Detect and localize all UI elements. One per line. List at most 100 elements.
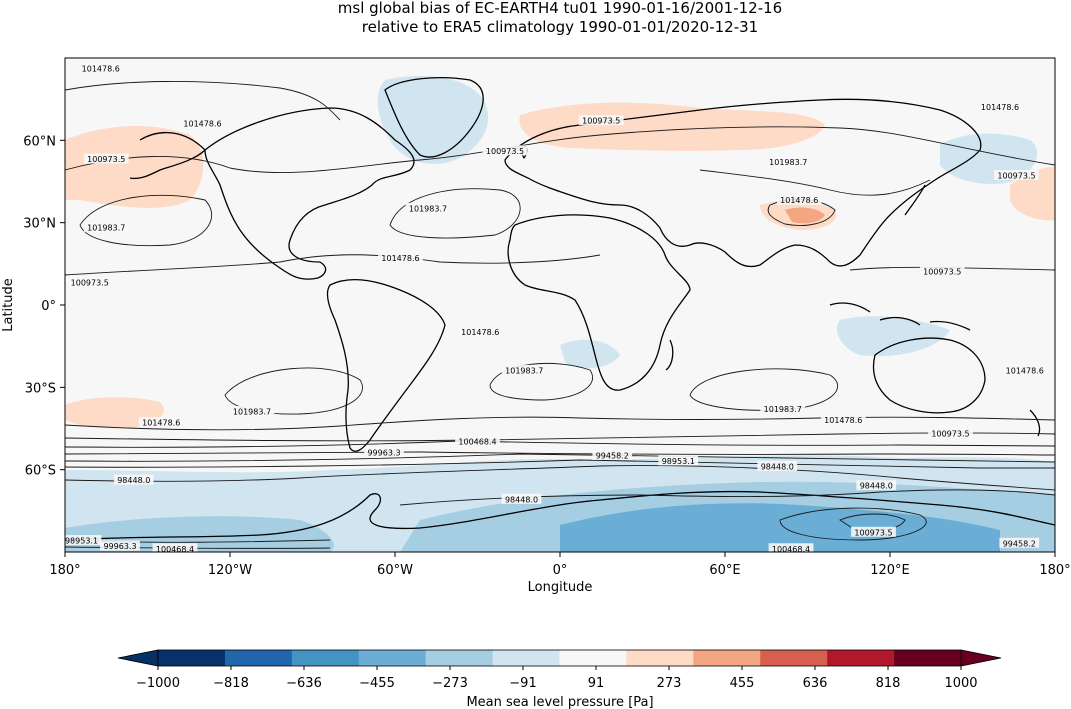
colorbar-tick-label: −1000 xyxy=(136,676,180,691)
bias-region-greenland xyxy=(377,75,489,164)
contour-label-bg xyxy=(65,535,102,546)
contour-label: 100973.5 xyxy=(931,429,969,438)
title-line-1: msl global bias of EC-EARTH4 tu01 1990-0… xyxy=(338,0,782,17)
coast-africa xyxy=(507,214,691,391)
contour-101983-north-atlantic xyxy=(389,188,521,239)
contour-label: 100468.4 xyxy=(772,545,810,554)
contour-label-bg xyxy=(455,436,500,447)
contour-label: 98448.0 xyxy=(860,482,893,491)
colorbar-segment xyxy=(291,650,360,666)
contour-label-bg xyxy=(999,537,1040,548)
contour-label: 98953.1 xyxy=(662,457,695,466)
contour-label: 101478.6 xyxy=(1006,366,1044,375)
bias-region-tibet-core xyxy=(785,207,825,224)
contour-101478-north-hemisphere xyxy=(65,254,601,276)
contour-label: 101478.6 xyxy=(142,419,180,428)
colorbar-segment xyxy=(425,650,494,666)
coast-madagascar xyxy=(665,339,674,371)
colorbar-tick-label: 273 xyxy=(657,676,682,691)
contour-label: 100973.5 xyxy=(87,155,125,164)
contour-label-bg xyxy=(1002,364,1048,375)
contour-101983-north-pacific xyxy=(79,194,213,247)
contour-label-bg xyxy=(994,170,1039,181)
colorbar-segment xyxy=(559,650,627,666)
colorbar-extend-max xyxy=(960,649,1002,667)
contour-label: 98448.0 xyxy=(117,476,150,485)
y-tick-label: 60°S xyxy=(25,464,56,479)
contour-label-bg xyxy=(78,62,124,73)
x-tick-label: 180° xyxy=(1039,563,1070,578)
y-axis-ticks: 60°N 30°N 0° 30°S 60°S xyxy=(23,134,65,479)
contour-label-bg xyxy=(757,460,798,471)
contour-label: 100973.5 xyxy=(582,117,620,126)
bias-region-north-pacific-west xyxy=(65,125,204,208)
contour-labels: 101478.6 101478.6 100973.5 100973.5 100973.5… xyxy=(65,62,1048,554)
contour-label-bg xyxy=(482,145,528,156)
coast-greenland xyxy=(384,77,484,158)
contour-antarctic-lower-2 xyxy=(65,546,331,549)
contour-label: 101478.6 xyxy=(183,119,221,128)
contour-label-bg xyxy=(776,194,822,205)
contour-label: 100973.5 xyxy=(997,172,1035,181)
contour-label: 101478.6 xyxy=(381,254,419,263)
y-tick-label: 30°N xyxy=(23,217,56,232)
x-axis-ticks: 180° 120°W 60°W 0° 60°E 120°E 180° xyxy=(49,552,1071,578)
contour-label-bg xyxy=(658,455,699,466)
title-line-2: relative to ERA5 climatology 1990-01-01/… xyxy=(362,18,758,36)
contour-label: 98448.0 xyxy=(505,495,538,504)
colorbar-tick-label: 636 xyxy=(803,676,828,691)
contour-100468-south xyxy=(65,440,1055,448)
bias-region-indonesia xyxy=(836,316,950,357)
contour-label-bg xyxy=(820,414,866,425)
bias-region-north-pacific-east xyxy=(1010,167,1055,221)
colorbar-segment xyxy=(158,650,226,666)
colorbar-tick-label: 818 xyxy=(876,676,901,691)
contour-label: 100973.5 xyxy=(923,268,961,277)
map-panel: 101478.6 101478.6 100973.5 100973.5 100973.5… xyxy=(64,57,1056,554)
coast-japan xyxy=(904,184,926,216)
coast-alaska xyxy=(129,131,206,180)
contour-label-bg xyxy=(457,326,503,337)
colorbar-tick-label: −455 xyxy=(359,676,395,691)
coast-eurasia xyxy=(504,98,982,268)
coast-north-america xyxy=(204,107,415,280)
contour-label-bg xyxy=(768,543,814,552)
x-axis-label: Longitude xyxy=(528,580,593,595)
contour-label: 100973.5 xyxy=(854,528,892,537)
x-tick-label: 60°W xyxy=(377,563,413,578)
contour-label-bg xyxy=(592,449,633,460)
contour-label-bg xyxy=(364,447,404,458)
contour-label: 101983.7 xyxy=(764,405,802,414)
colorbar-segment xyxy=(760,650,828,666)
coast-south-america xyxy=(326,278,446,452)
contour-label: 101983.7 xyxy=(769,158,807,167)
contour-98448-south xyxy=(65,465,1055,491)
x-tick-label: 120°W xyxy=(208,563,252,578)
contour-label: 99963.3 xyxy=(367,449,400,458)
y-axis-label: Latitude xyxy=(1,278,16,332)
contour-label-bg xyxy=(765,156,811,167)
contour-99963-south xyxy=(65,451,1055,456)
contour-label-bg xyxy=(501,493,542,504)
contour-label: 100973.5 xyxy=(71,279,109,288)
colorbar-tick-label: −91 xyxy=(509,676,536,691)
contour-label: 100973.5 xyxy=(486,147,524,156)
contour-101478-south xyxy=(65,416,1055,431)
contour-label: 101478.6 xyxy=(981,103,1019,112)
colorbar-tick-label: 455 xyxy=(730,676,755,691)
colorbar-extend-min xyxy=(117,649,159,667)
colorbar-segment xyxy=(626,650,694,666)
y-tick-label: 0° xyxy=(41,299,56,314)
contour-label-bg xyxy=(760,403,806,414)
contour-label-bg xyxy=(67,277,113,288)
bias-region-scandinavia xyxy=(519,102,825,151)
colorbar-segment xyxy=(894,650,962,666)
contour-label-bg xyxy=(405,202,451,213)
contour-label-bg xyxy=(977,101,1023,112)
contour-label-bg xyxy=(919,266,965,277)
colorbar-segment xyxy=(358,650,427,666)
y-tick-label: 60°N xyxy=(23,134,56,149)
contour-label-bg xyxy=(83,153,129,164)
contour-label: 100468.4 xyxy=(156,545,194,554)
contour-label-bg xyxy=(113,474,154,485)
